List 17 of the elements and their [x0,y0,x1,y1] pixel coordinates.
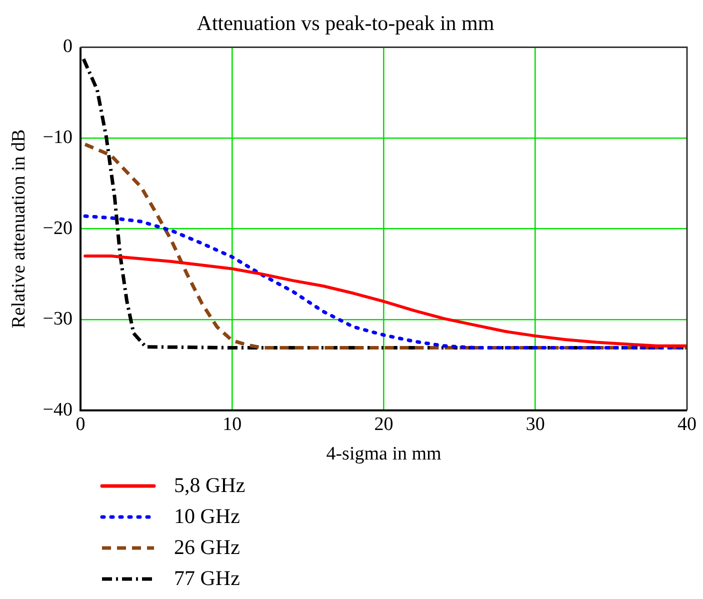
x-tick-label: 40 [678,414,696,435]
y-axis-title: Relative attenuation in dB [8,129,30,328]
legend-label: 77 GHz [174,566,240,591]
y-tick-label: −20 [42,218,73,239]
y-tick-label: −10 [42,126,73,148]
x-axis-title: 4-sigma in mm [326,444,442,465]
x-tick-label: 20 [374,414,394,435]
y-tick-label: −40 [42,399,73,420]
x-tick-label: 30 [526,414,545,435]
legend-label: 10 GHz [174,504,240,529]
x-tick-label: 10 [222,414,242,435]
legend-label: 26 GHz [174,535,240,560]
chart-title: Attenuation vs peak-to-peak in mm [196,11,494,36]
y-tick-label: 0 [63,36,73,58]
line-series [83,142,687,350]
legend-label: 5,8 GHz [174,473,246,498]
y-tick-label: −30 [42,308,73,330]
